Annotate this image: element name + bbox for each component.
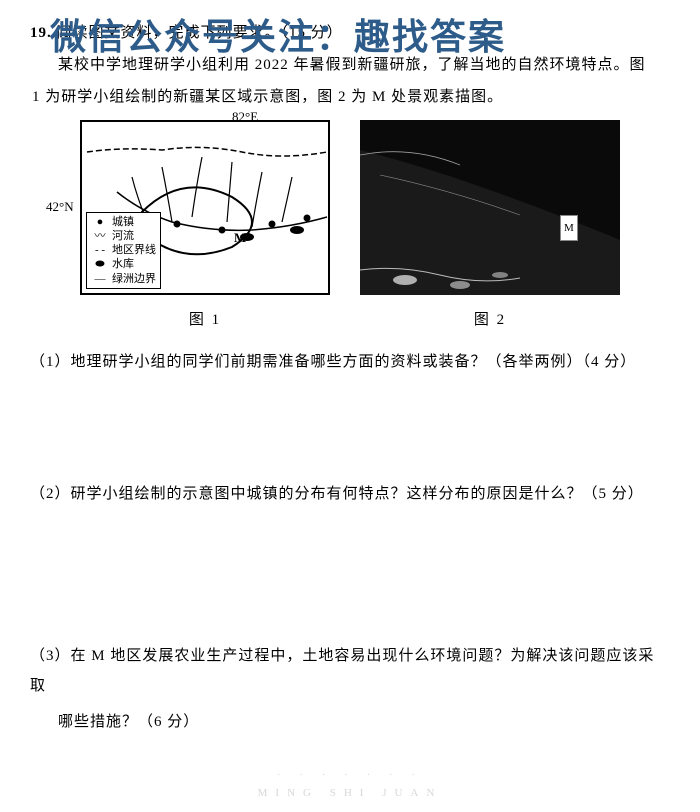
figure2-label: 图 2 [360,305,620,335]
figure2-box: M 图 2 [360,120,620,335]
legend-river: 〰河流 [91,229,156,243]
answer-space-2 [30,509,670,629]
stamp-deco1: · · · · · · · [30,767,670,785]
sub-question-3b: 哪些措施？（6 分） [30,707,670,737]
map-legend: ●城镇 〰河流 - -地区界线 ⬬水库 —绿洲边界 [86,212,161,289]
watermark-overlay: 微信公众号关注：趣找答案 [50,8,506,60]
question-number: 19. [30,25,52,41]
question-line3: 1 为研学小组绘制的新疆某区域示意图，图 2 为 M 处景观素描图。 [30,82,670,112]
sub-question-2: （2）研学小组绘制的示意图中城镇的分布有何特点？这样分布的原因是什么？（5 分） [30,479,670,509]
legend-oasis: —绿洲边界 [91,272,156,286]
figure1-label: 图 1 [80,305,330,335]
answer-space-1 [30,377,670,467]
figures-row: 82°E 42°N [30,120,670,335]
coord-longitude: 82°E [232,104,258,130]
stamp-text: MING SHI JUAN [30,785,670,803]
m-marker: M [560,215,578,241]
figure1-map: 82°E 42°N [80,120,330,295]
figure1-box: 82°E 42°N [80,120,330,335]
page-content: 19. 阅读图文资料，完成下列要求。（15 分） 某校中学地理研学小组利用 20… [0,0,700,812]
sub-question-1: （1）地理研学小组的同学们前期需准备哪些方面的资料或装备？（各举两例）（4 分） [30,347,670,377]
sub-question-3a: （3）在 M 地区发展农业生产过程中，土地容易出现什么环境问题？为解决该问题应该… [30,641,670,701]
legend-reservoir: ⬬水库 [91,257,156,271]
legend-town: ●城镇 [91,215,156,229]
faint-stamp: · · · · · · · MING SHI JUAN [30,767,670,802]
figure2-sketch: M [360,120,620,295]
legend-boundary: - -地区界线 [91,243,156,257]
svg-text:M: M [234,230,246,245]
coord-latitude: 42°N [46,194,74,220]
sketch-svg [360,120,620,295]
